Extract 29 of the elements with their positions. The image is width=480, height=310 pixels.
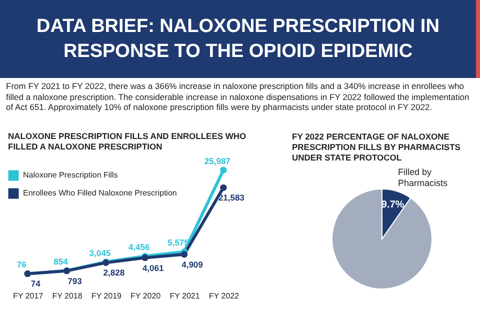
data-label: 4,061 [142, 262, 164, 273]
chart-title: FY 2022 PERCENTAGE OF NALOXONE PRESCRIPTION FILLS BY PHARMACISTS UNDER STATE PROTOCOL [292, 131, 461, 162]
legend-label: Naloxone Prescription Fills [23, 170, 118, 180]
legend-label: Enrollees Who Filled Naloxone Prescription [23, 188, 177, 198]
slice-label: Filled by Pharmacists [398, 166, 448, 188]
data-label: 25,987 [204, 156, 231, 166]
chart-title: NALOXONE PRESCRIPTION FILLS AND ENROLLEES WHO FILLED A NALOXONE PRESCRIPTION [8, 131, 247, 152]
data-label: 21,583 [218, 192, 245, 203]
data-label: 4,456 [128, 242, 150, 252]
point [220, 184, 227, 192]
point [220, 166, 227, 174]
text: From FY 2021 to FY 2022, there was a 366% increase in naloxone prescription fills and a 340% increase in enrollees who filled a naloxone prescription. The considerable increase in naloxone dispensations in FY 2022 followed the implementation of Act 651. Approximately 10% of naloxone prescription fills were by pharmacists under state protocol in FY 2022. [5, 80, 470, 112]
x-tick-label: FY 2019 [91, 292, 122, 300]
data-label: 854 [54, 256, 68, 267]
data-label: 793 [68, 276, 82, 286]
x-tick-label: FY 2017 [13, 292, 44, 300]
data-label: 3,045 [89, 248, 111, 258]
x-tick-label: FY 2021 [170, 292, 200, 300]
x-tick-label: FY 2018 [52, 292, 83, 300]
pie-slice [332, 188, 432, 290]
text: DATA BRIEF: NALOXONE PRESCRIPTION IN RESPONSE TO THE OPIOID EPIDEMIC [0, 0, 480, 78]
data-label: 2,828 [103, 268, 125, 278]
x-tick-label: FY 2022 [208, 292, 240, 300]
x-tick-label: FY 2020 [130, 292, 162, 300]
data-label: 9.7% [381, 200, 404, 211]
data-label: 4,909 [182, 259, 204, 270]
data-label: 74 [30, 278, 41, 289]
point [180, 251, 188, 258]
data-label: 76 [16, 260, 27, 270]
